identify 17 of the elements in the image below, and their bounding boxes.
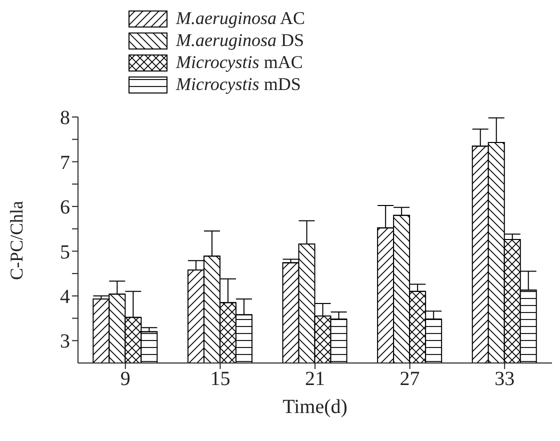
legend-label: Microcystis mAC (175, 52, 303, 72)
y-tick-label: 8 (60, 107, 70, 130)
y-tick-label: 4 (60, 286, 70, 308)
legend-label: Microcystis mDS (175, 74, 301, 94)
y-tick-label: 7 (60, 152, 70, 174)
y-tick-label: 5 (60, 241, 70, 264)
x-tick-label: 27 (400, 368, 420, 390)
x-tick-label: 33 (494, 368, 515, 390)
y-tick-label: 6 (60, 196, 70, 219)
legend-label: M.aeruginosa DS (175, 30, 304, 50)
x-axis-title: Time(d) (282, 396, 348, 418)
x-tick-label: 9 (120, 368, 130, 390)
legend-label: M.aeruginosa AC (175, 8, 306, 28)
y-tick-label: 3 (60, 330, 70, 353)
x-tick-label: 15 (210, 368, 230, 390)
y-axis-title: C-PC/Chla (6, 200, 26, 280)
x-tick-label: 21 (305, 368, 325, 390)
